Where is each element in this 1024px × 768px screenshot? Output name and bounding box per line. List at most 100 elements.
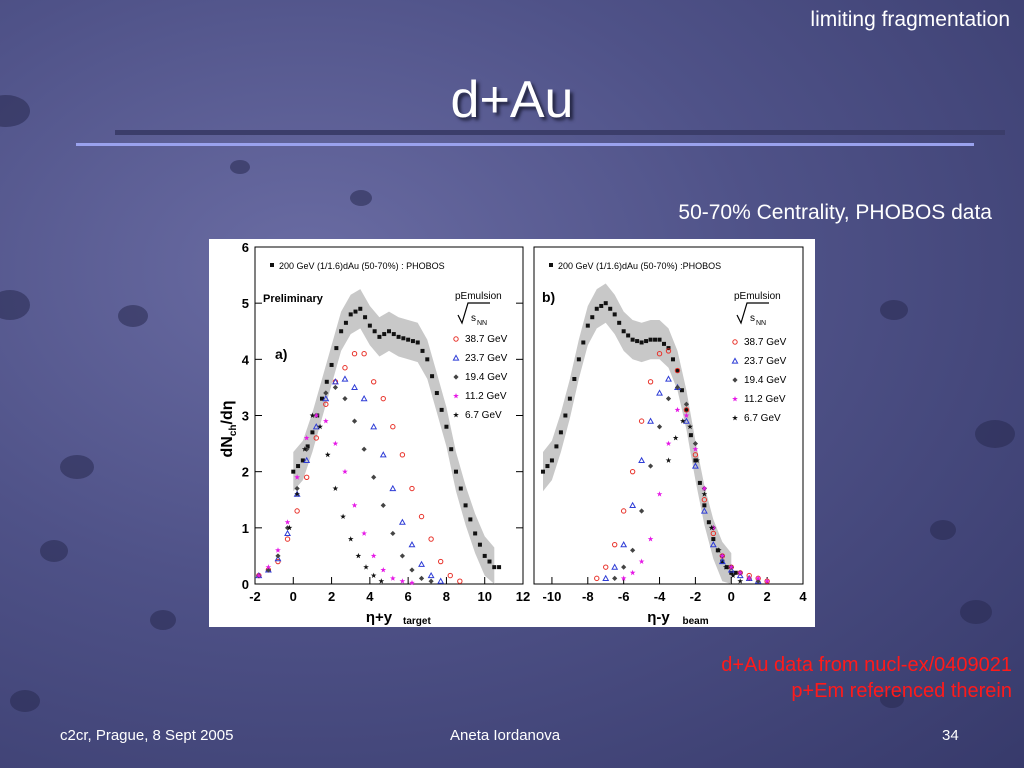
panel-frame-2 xyxy=(533,246,804,585)
data-point-triangle xyxy=(736,571,744,579)
data-point-circle xyxy=(313,435,319,441)
data-point-diamond xyxy=(342,396,348,402)
data-point-star xyxy=(692,446,699,452)
data-point-star xyxy=(363,564,369,570)
data-point-circle xyxy=(342,365,348,371)
data-point-triangle xyxy=(638,456,646,464)
data-point-star xyxy=(694,457,700,463)
data-point-star xyxy=(719,552,726,559)
data-point-star xyxy=(340,513,346,519)
data-point-square xyxy=(576,357,581,362)
plot-caption: 50-70% Centrality, PHOBOS data xyxy=(678,201,992,224)
data-point-circle xyxy=(603,564,609,570)
data-point-square xyxy=(612,312,617,317)
data-point-star xyxy=(351,502,358,508)
data-point-diamond xyxy=(647,463,654,469)
data-point-circle xyxy=(303,474,310,480)
data-point-triangle xyxy=(629,501,637,508)
x-axis-label: η+y xyxy=(366,609,393,626)
data-point-circle xyxy=(457,578,463,584)
data-point-star xyxy=(265,564,272,570)
data-point-triangle xyxy=(331,378,339,385)
data-point-square xyxy=(684,407,689,412)
data-point-star xyxy=(665,457,672,463)
y-tick-label: 1 xyxy=(242,521,249,536)
legend-marker-star xyxy=(732,396,738,402)
data-point-square xyxy=(415,340,420,345)
legend-marker-circle xyxy=(732,339,738,345)
legend-marker-triangle xyxy=(731,357,739,364)
y-tick-label: 6 xyxy=(242,240,249,255)
data-point-star xyxy=(361,530,367,536)
data-point-diamond xyxy=(351,418,358,424)
data-point-square xyxy=(458,486,463,491)
data-point-triangle xyxy=(709,541,717,548)
data-point-square xyxy=(679,388,684,393)
data-point-square xyxy=(305,444,310,449)
data-point-square xyxy=(621,329,626,334)
legend-entry: 38.7 GeV xyxy=(744,337,787,348)
data-point-circle xyxy=(437,558,444,565)
data-point-triangle xyxy=(602,574,610,581)
x-tick-label: 10 xyxy=(477,589,491,604)
data-point-diamond xyxy=(390,530,396,537)
data-point-star xyxy=(620,575,627,581)
data-point-square xyxy=(406,337,411,342)
chart-figure: -2 0 2 4 6 8 10 12 η+y target 200 GeV (1/1.6)dAu (… xyxy=(209,239,815,627)
data-point-square xyxy=(540,469,545,474)
data-point-square xyxy=(599,303,604,308)
data-point-triangle xyxy=(647,417,655,424)
data-point-square xyxy=(363,315,368,320)
data-point-square xyxy=(585,323,590,328)
legend-entry: 19.4 GeV xyxy=(744,375,787,386)
legend-marker-square xyxy=(270,263,274,267)
data-point-star xyxy=(701,491,708,497)
panel-b-label: b) xyxy=(542,289,555,305)
data-point-square xyxy=(339,329,344,334)
legend-phobos: 200 GeV (1/1.6)dAu (50-70%) :PHOBOS xyxy=(558,261,721,271)
data-point-circle xyxy=(323,401,329,407)
x-tick-label: 0 xyxy=(290,589,297,604)
data-point-square xyxy=(329,362,334,367)
data-point-star xyxy=(370,552,377,559)
data-point-circle xyxy=(612,541,618,548)
data-point-square xyxy=(430,374,435,379)
data-point-square xyxy=(401,336,406,341)
data-point-square xyxy=(626,333,631,338)
data-point-square xyxy=(666,346,671,351)
x-axis-label-subscript: beam xyxy=(683,616,709,627)
data-point-square xyxy=(291,469,296,474)
legend-marker-triangle xyxy=(452,354,460,361)
data-point-triangle xyxy=(727,566,735,573)
y-tick-label: 4 xyxy=(242,352,250,367)
y-tick-label: 2 xyxy=(242,465,249,480)
data-point-star xyxy=(647,536,654,542)
data-point-diamond xyxy=(361,446,367,452)
data-point-triangle xyxy=(284,529,291,537)
data-point-triangle xyxy=(389,484,397,492)
data-point-triangle xyxy=(611,563,619,570)
data-point-triangle xyxy=(360,395,368,402)
data-point-triangle xyxy=(437,577,445,584)
data-point-star xyxy=(275,547,281,553)
legend-entry: 6.7 GeV xyxy=(744,413,781,424)
data-point-star xyxy=(323,418,329,424)
data-point-star xyxy=(284,519,291,525)
data-point-star xyxy=(715,547,722,553)
panel-a-label: a) xyxy=(275,346,287,362)
legend-entry: 11.2 GeV xyxy=(744,394,786,405)
data-point-triangle xyxy=(379,451,387,458)
x-tick-label: 8 xyxy=(443,589,450,604)
data-point-square xyxy=(391,332,396,337)
data-point-square xyxy=(635,339,640,344)
data-point-diamond xyxy=(656,424,663,430)
data-point-square xyxy=(482,553,487,558)
y-axis-label: dNch/dη xyxy=(219,401,239,458)
data-point-square xyxy=(545,464,550,469)
reference-line-1: d+Au data from nucl-ex/0409021 xyxy=(721,654,1012,676)
data-point-star xyxy=(687,423,693,430)
data-point-square xyxy=(492,565,497,570)
data-point-square xyxy=(372,329,377,334)
data-point-circle xyxy=(284,536,291,542)
data-point-square xyxy=(675,368,680,373)
